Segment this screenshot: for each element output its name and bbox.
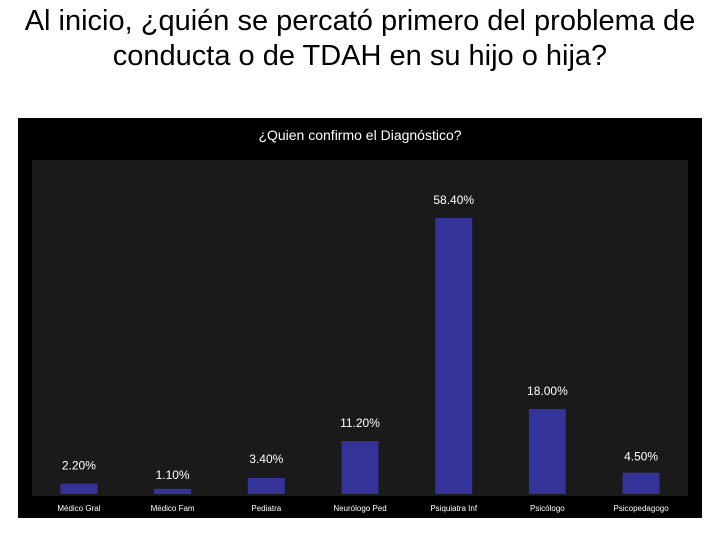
data-label-2: 1.10% [156,468,190,482]
bar-6 [528,408,566,494]
x-tick-label-6: Psicólogo [530,504,565,513]
bar-chart: ¿Quien confirmo el Diagnóstico? 2.20% Méd… [32,127,688,513]
bar-7 [622,472,660,494]
chart-title: ¿Quien confirmo el Diagnóstico? [258,127,461,143]
bar-5 [435,218,473,494]
plot-area [32,160,688,496]
data-label-6: 18.00% [527,384,568,398]
data-label-5: 58.40% [433,193,474,207]
x-tick-label-1: Médico Gral [57,504,100,513]
data-label-3: 3.40% [249,452,283,466]
x-tick-label-4: Neurólogo Ped [333,504,386,513]
bar-4 [341,441,379,494]
bar-2 [154,488,192,494]
data-label-4: 11.20% [340,416,380,430]
x-tick-label-5: Psiquiatra Inf [430,504,477,513]
data-label-7: 4.50% [624,450,658,464]
bar-1 [60,483,98,494]
bar-3 [247,477,285,494]
x-tick-label-2: Médico Fam [151,504,195,513]
x-tick-label-3: Pediatra [251,504,281,513]
chart-panel: ¿Quien confirmo el Diagnóstico? 2.20% Méd… [18,118,702,518]
slide-title: Al inicio, ¿quién se percató primero del… [24,5,696,72]
data-label-1: 2.20% [62,459,96,473]
x-tick-label-7: Psicopedagogo [614,504,670,513]
